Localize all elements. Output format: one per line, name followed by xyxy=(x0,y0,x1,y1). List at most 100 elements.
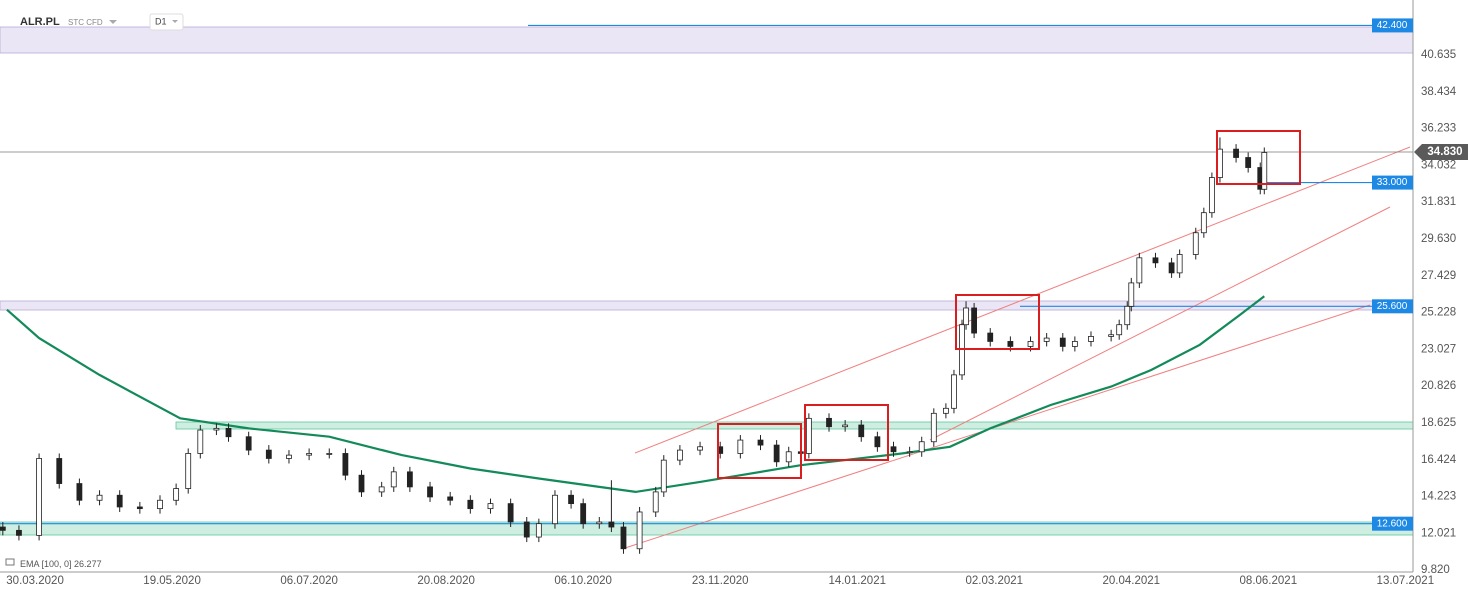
highlight-box xyxy=(955,294,1040,350)
interval-select[interactable] xyxy=(149,13,184,31)
candle-body xyxy=(773,444,780,463)
candle-body xyxy=(951,374,957,409)
candle-body xyxy=(358,474,365,493)
trend-line xyxy=(634,146,1411,454)
candle-body xyxy=(157,499,163,510)
candle-body xyxy=(326,453,333,455)
dropdown-icon xyxy=(172,20,178,23)
legend-ema: EMA [100, 0] 26.277 xyxy=(20,559,102,569)
candle-body xyxy=(608,521,615,528)
level-tag xyxy=(1372,299,1413,314)
candle-body xyxy=(987,332,994,342)
x-tick-label: 13.07.2021 xyxy=(1377,575,1435,587)
y-tick-label: 14.223 xyxy=(1421,491,1456,503)
candle-body xyxy=(805,417,812,454)
candle-body xyxy=(535,523,542,538)
y-tick-label: 23.027 xyxy=(1421,343,1456,355)
candle-body xyxy=(1261,152,1268,190)
candle-body xyxy=(568,494,574,505)
level-tag xyxy=(1372,175,1413,190)
legend-value: 26.277 xyxy=(74,559,102,569)
candle-body xyxy=(173,488,180,501)
candle-body xyxy=(1007,341,1014,347)
candle-body xyxy=(874,436,881,448)
candle-body xyxy=(963,307,969,326)
candle-body xyxy=(378,486,385,493)
candle-body xyxy=(76,483,83,501)
level-label: 12.600 xyxy=(1377,518,1408,529)
highlight-box xyxy=(804,404,889,461)
candle-body xyxy=(660,459,667,493)
candle-body xyxy=(286,454,292,459)
candle-body xyxy=(487,503,494,510)
x-tick-label: 19.05.2020 xyxy=(143,575,201,587)
candle-body xyxy=(36,458,42,536)
x-tick-label: 14.01.2021 xyxy=(828,575,886,587)
candle-body xyxy=(0,526,6,531)
candle-body xyxy=(826,417,832,428)
candle-body xyxy=(971,307,978,334)
candle-body xyxy=(1152,257,1159,264)
candle-body xyxy=(197,429,204,454)
y-tick-label: 16.424 xyxy=(1421,454,1457,466)
candle-body xyxy=(858,424,865,438)
candle-body xyxy=(552,494,558,525)
candle-body xyxy=(737,439,744,454)
zone xyxy=(0,26,1414,54)
instrument: STC CFD xyxy=(68,18,103,27)
level-tag xyxy=(1372,18,1413,33)
candle-body xyxy=(1059,337,1066,347)
candle-body xyxy=(116,494,123,508)
symbol: ALR.PL xyxy=(20,16,60,28)
legend-icon[interactable] xyxy=(5,558,15,566)
candle-body xyxy=(1071,341,1078,347)
highlight-box xyxy=(717,423,802,479)
candle-body xyxy=(677,449,683,461)
last-price-label: 34.830 xyxy=(1427,146,1462,158)
candle-body xyxy=(918,441,925,453)
y-tick-label: 34.032 xyxy=(1421,159,1456,171)
candle-body xyxy=(467,499,474,510)
x-tick-label: 23.11.2020 xyxy=(692,575,749,587)
candle-body xyxy=(1176,254,1183,274)
x-tick-label: 30.03.2020 xyxy=(6,575,64,587)
candle-body xyxy=(16,529,22,536)
candle-body xyxy=(906,451,913,454)
y-tick-label: 25.228 xyxy=(1421,307,1456,319)
trend-line xyxy=(929,206,1391,441)
y-tick-label: 27.429 xyxy=(1421,270,1456,282)
x-tick-label: 08.06.2021 xyxy=(1240,575,1298,587)
candle-body xyxy=(1124,305,1131,326)
y-tick-label: 20.826 xyxy=(1421,380,1456,392)
candle-body xyxy=(652,491,659,513)
y-tick-label: 12.021 xyxy=(1421,527,1456,539)
candle-body xyxy=(636,511,643,550)
candle-body xyxy=(580,503,587,525)
y-tick-label: 38.434 xyxy=(1421,86,1457,98)
level-tag xyxy=(1372,516,1413,531)
x-tick-label: 06.07.2020 xyxy=(280,575,338,587)
x-tick-label: 06.10.2020 xyxy=(554,575,612,587)
candle-body xyxy=(1200,212,1207,234)
candle-body xyxy=(390,471,397,488)
candle-body xyxy=(842,424,849,428)
candle-body xyxy=(1116,324,1123,336)
candle-body xyxy=(406,471,413,488)
candle-body xyxy=(1088,336,1094,342)
candle-body xyxy=(890,446,897,453)
candle-body xyxy=(1245,157,1252,168)
last-price-tag xyxy=(1414,143,1468,160)
ema-line xyxy=(6,295,1265,494)
candle-body xyxy=(185,453,192,489)
candle-body xyxy=(757,439,764,446)
y-tick-label: 9.820 xyxy=(1421,564,1450,576)
candle-body xyxy=(1192,232,1199,255)
candle-body xyxy=(942,407,949,414)
candle-body xyxy=(785,451,792,463)
candle-body xyxy=(225,427,232,438)
candle-body xyxy=(1027,341,1034,347)
dropdown-icon[interactable] xyxy=(109,20,117,24)
candle-body xyxy=(136,506,143,510)
level-label: 25.600 xyxy=(1377,301,1408,312)
